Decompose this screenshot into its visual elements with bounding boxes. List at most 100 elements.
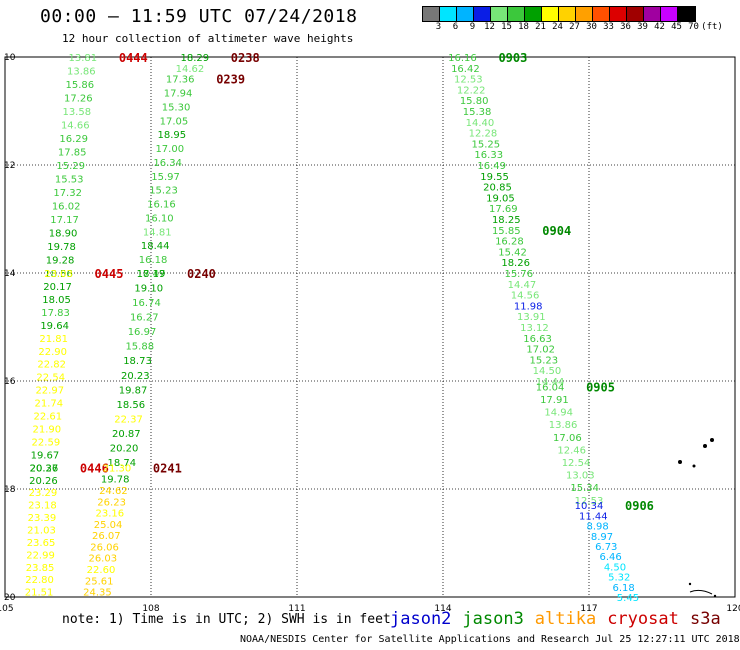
color-swatch bbox=[593, 7, 610, 21]
wave-height-value: 6.46 bbox=[599, 552, 621, 563]
wave-height-value: 18.90 bbox=[49, 229, 78, 240]
wave-height-value: 11.98 bbox=[514, 301, 543, 312]
wave-height-value: 19.78 bbox=[47, 242, 76, 253]
wave-height-value: 22.90 bbox=[38, 347, 67, 358]
wave-height-value: 17.91 bbox=[540, 395, 569, 406]
color-scale-bar bbox=[422, 6, 696, 22]
wave-height-value: 8.97 bbox=[591, 532, 613, 543]
pass-number-label: 0906 bbox=[625, 499, 654, 513]
wave-height-value: 15.29 bbox=[56, 161, 85, 172]
lat-label: 14 bbox=[4, 269, 16, 279]
island-shape bbox=[692, 464, 696, 468]
wave-height-value: 22.61 bbox=[34, 412, 63, 423]
wave-height-value: 21.81 bbox=[39, 334, 68, 345]
wave-height-value: 22.80 bbox=[25, 575, 54, 586]
color-tick-label: 42 bbox=[654, 22, 665, 32]
island-shape bbox=[678, 460, 682, 464]
wave-height-value: 12.53 bbox=[575, 496, 604, 507]
wave-height-value: 17.00 bbox=[155, 144, 184, 155]
wave-height-value: 23.65 bbox=[27, 538, 56, 549]
wave-height-value: 16.27 bbox=[130, 313, 159, 324]
wave-height-value: 22.99 bbox=[26, 550, 55, 561]
color-swatch bbox=[423, 7, 440, 21]
wave-height-value: 15.97 bbox=[151, 172, 180, 183]
wave-height-value: 16.97 bbox=[128, 327, 157, 338]
map-border bbox=[4, 56, 736, 598]
satellite-legend-jason3: jason3 bbox=[462, 609, 524, 629]
lat-label: 20 bbox=[4, 593, 16, 603]
track-0444: 13.81 13.86 15.86 17.26 13.58 14.66 16.29 17.85… bbox=[44, 51, 148, 280]
wave-height-value: 18.29 bbox=[180, 53, 209, 64]
wave-height-value: 15.86 bbox=[66, 80, 95, 91]
pass-number-label: 0445 bbox=[95, 267, 124, 281]
units-note: note: 1) Time is in UTC; 2) SWH is in fe… bbox=[62, 612, 391, 627]
color-tick-label: 36 bbox=[620, 22, 631, 32]
color-swatch bbox=[525, 7, 542, 21]
island-shape bbox=[710, 438, 714, 442]
wave-height-value: 19.28 bbox=[46, 256, 75, 267]
wave-height-value: 17.36 bbox=[166, 75, 195, 86]
wave-height-value: 15.30 bbox=[162, 102, 191, 113]
color-swatch bbox=[610, 7, 627, 21]
wave-height-value: 19.87 bbox=[119, 385, 148, 396]
satellite-legend-s3a: s3a bbox=[690, 609, 721, 629]
wave-height-value: 19.05 bbox=[486, 193, 515, 204]
color-tick-label: 45 bbox=[671, 22, 682, 32]
lat-label: 12 bbox=[4, 161, 15, 171]
pass-number-label: 0241 bbox=[153, 461, 182, 475]
wave-height-value: 22.54 bbox=[36, 373, 65, 384]
color-tick-label: 21 bbox=[535, 22, 546, 32]
wave-height-value: 14.40 bbox=[466, 118, 495, 129]
wave-height-value: 25.61 bbox=[85, 576, 114, 587]
wave-height-value: 26.06 bbox=[90, 542, 119, 553]
color-tick-label: 27 bbox=[569, 22, 580, 32]
wave-height-value: 16.02 bbox=[52, 202, 81, 213]
wave-height-value: 20.36 bbox=[30, 463, 59, 474]
wave-height-value: 16.74 bbox=[132, 298, 161, 309]
lat-lon-grid bbox=[5, 57, 735, 597]
wave-height-value: 5.45 bbox=[617, 593, 639, 604]
color-tick-label: 39 bbox=[637, 22, 648, 32]
island-shape bbox=[688, 582, 692, 586]
track-0241: 21.3019.7824.6226.2323.1625.0426.0726.06… bbox=[83, 461, 182, 598]
lat-label: 16 bbox=[4, 377, 16, 387]
wave-height-value: 12.46 bbox=[557, 445, 586, 456]
color-swatch bbox=[491, 7, 508, 21]
wave-height-value: 17.32 bbox=[53, 188, 82, 199]
wave-height-value: 16.42 bbox=[451, 64, 480, 75]
track-0906: 10.3411.448.988.976.736.464.505.326.185.… bbox=[575, 499, 654, 604]
wave-height-value: 15.53 bbox=[55, 175, 84, 186]
credit-line: NOAA/NESDIS Center for Satellite Applica… bbox=[240, 634, 740, 645]
wave-height-value: 26.07 bbox=[92, 531, 121, 542]
color-unit-label: (ft) bbox=[701, 22, 723, 32]
wave-height-value: 15.85 bbox=[492, 226, 521, 237]
wave-height-value: 12.22 bbox=[457, 85, 486, 96]
wave-height-value: 14.47 bbox=[508, 280, 537, 291]
color-swatch bbox=[644, 7, 661, 21]
wave-height-value: 18.56 bbox=[116, 400, 145, 411]
wave-height-value: 15.23 bbox=[149, 186, 178, 197]
pass-number-label: 0239 bbox=[216, 73, 245, 87]
color-swatch bbox=[559, 7, 576, 21]
wave-height-value: 14.44 bbox=[536, 377, 565, 388]
wave-height-value: 19.64 bbox=[40, 321, 69, 332]
wave-height-value: 23.39 bbox=[28, 513, 57, 524]
wave-height-value: 15.38 bbox=[463, 107, 492, 118]
wave-height-value: 23.16 bbox=[96, 509, 125, 520]
wave-height-value: 18.26 bbox=[501, 258, 530, 269]
color-swatch bbox=[661, 7, 678, 21]
color-swatch bbox=[542, 7, 559, 21]
track-0239: 17.36 17.94 15.30 17.05 18.95 17.00 16.34 15.97… bbox=[137, 73, 245, 280]
satellite-legend-cryosat: cryosat bbox=[607, 609, 679, 629]
lon-label: 114 bbox=[434, 604, 451, 614]
color-tick-label: 12 bbox=[484, 22, 495, 32]
wave-height-value: 17.83 bbox=[41, 308, 70, 319]
wave-height-value: 22.59 bbox=[32, 437, 61, 448]
wave-height-value: 17.06 bbox=[553, 433, 582, 444]
wave-height-value: 21.90 bbox=[33, 425, 62, 436]
pass-number-label: 0446 bbox=[80, 461, 109, 475]
wave-height-value: 16.18 bbox=[139, 255, 168, 266]
color-swatch bbox=[627, 7, 644, 21]
